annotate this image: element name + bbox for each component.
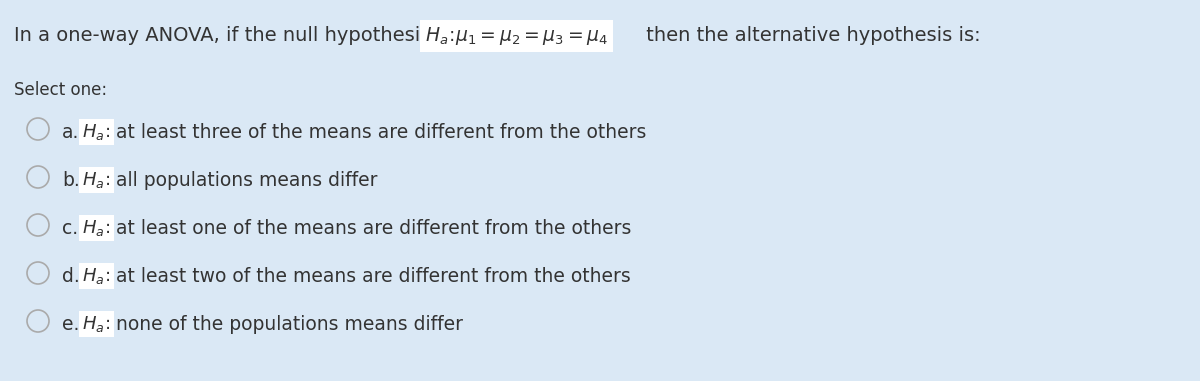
Text: In a one-way ANOVA, if the null hypothesis is: In a one-way ANOVA, if the null hypothes…: [14, 26, 458, 45]
Text: c.: c.: [62, 219, 78, 238]
Text: at least two of the means are different from the others: at least two of the means are different …: [116, 267, 631, 286]
Circle shape: [28, 166, 49, 188]
Text: $H_a\!:$: $H_a\!:$: [82, 122, 110, 142]
Text: d.: d.: [62, 267, 79, 286]
Circle shape: [28, 118, 49, 140]
Text: $H_a\!:$: $H_a\!:$: [82, 314, 110, 334]
Text: a.: a.: [62, 123, 79, 142]
Circle shape: [28, 262, 49, 284]
Text: none of the populations means differ: none of the populations means differ: [116, 315, 463, 334]
Text: all populations means differ: all populations means differ: [116, 171, 378, 190]
Text: at least three of the means are different from the others: at least three of the means are differen…: [116, 123, 647, 142]
Circle shape: [28, 214, 49, 236]
Text: $H_a\!:$: $H_a\!:$: [82, 218, 110, 238]
Text: Select one:: Select one:: [14, 81, 107, 99]
Text: $H_a\!:$: $H_a\!:$: [82, 170, 110, 190]
Text: $H_a\!:\!\mu_1 = \mu_2 = \mu_3 = \mu_4$: $H_a\!:\!\mu_1 = \mu_2 = \mu_3 = \mu_4$: [425, 25, 608, 47]
Text: then the alternative hypothesis is:: then the alternative hypothesis is:: [640, 26, 980, 45]
Text: e.: e.: [62, 315, 79, 334]
Text: b.: b.: [62, 171, 79, 190]
Circle shape: [28, 310, 49, 332]
Text: at least one of the means are different from the others: at least one of the means are different …: [116, 219, 631, 238]
Text: $H_a\!:$: $H_a\!:$: [82, 266, 110, 286]
